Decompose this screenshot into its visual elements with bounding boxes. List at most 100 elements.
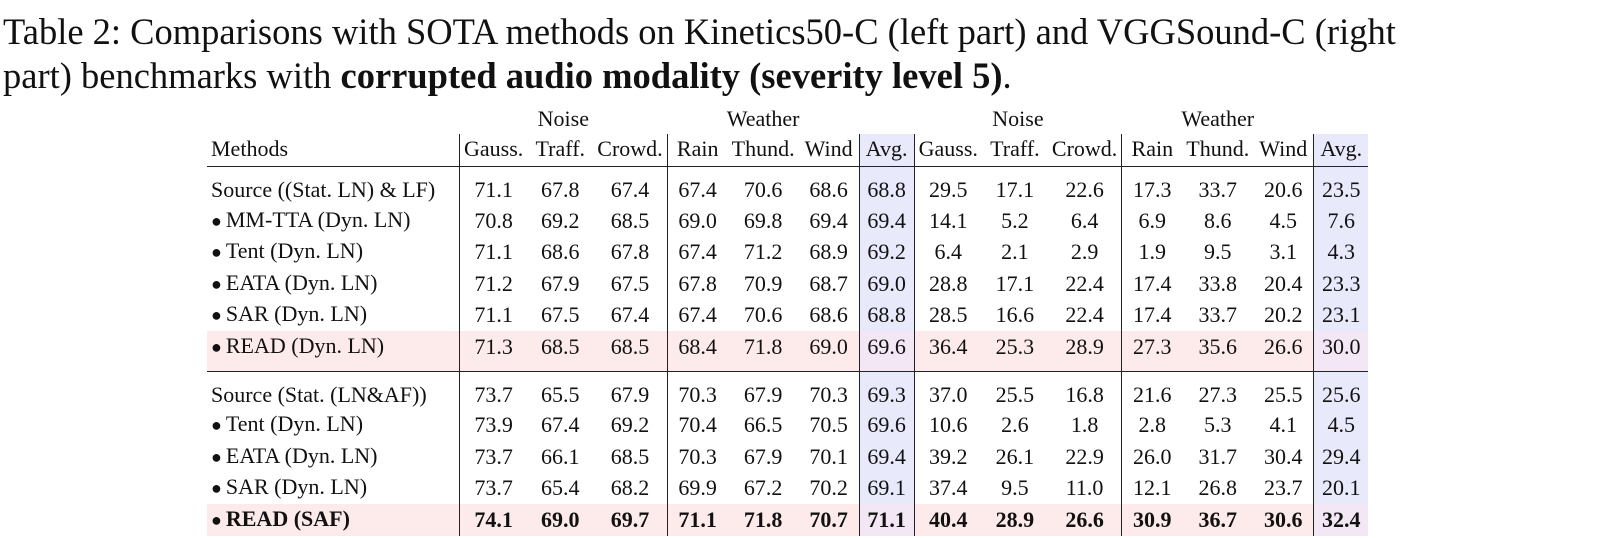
- vgg-value-cell: 17.1: [995, 270, 1035, 296]
- vgg-value-cell: 39.2: [913, 440, 982, 473]
- vgg-value-cell: 35.6: [1182, 330, 1254, 372]
- kinetics-value-cell: 68.5: [527, 330, 594, 372]
- kinetics-value-cell: 71.2: [459, 267, 528, 300]
- kinetics-value-cell: 69.0: [798, 330, 860, 372]
- vgg-value-cell: 40.4: [913, 503, 982, 536]
- kinetics-value-cell: 69.2: [610, 412, 650, 438]
- kinetics-value-cell: 68.6: [809, 177, 848, 202]
- kinetics-value-cell: 70.8: [459, 204, 528, 237]
- method-label: EATA (Dyn. LN): [225, 442, 378, 468]
- kinetics-value-cell: 70.4: [666, 409, 728, 441]
- vgg-value-cell: 26.8: [1198, 475, 1238, 501]
- kinetics-value-cell: 67.4: [666, 299, 728, 331]
- method-cell: ● SAR (Dyn. LN): [207, 299, 460, 331]
- kinetics-value-cell: 70.3: [666, 440, 728, 473]
- vgg-value-cell: 36.7: [1182, 503, 1254, 536]
- vgg-value-cell: 37.4: [913, 472, 982, 504]
- kinetics-value-cell: 71.8: [727, 503, 799, 536]
- method-label: Tent (Dyn. LN): [225, 411, 364, 437]
- kinetics-value-cell: 70.6: [743, 177, 783, 202]
- bullet-icon: ●: [211, 305, 222, 326]
- noise-header-left: Noise: [537, 106, 589, 131]
- vgg-value-cell: 22.9: [1065, 443, 1104, 469]
- kinetics-value-cell: 67.4: [610, 302, 650, 328]
- vgg-value-cell: 30.4: [1264, 443, 1303, 469]
- col-header-right-5: Wind: [1253, 134, 1314, 167]
- vgg-value-cell: 5.3: [1204, 412, 1232, 438]
- vgg-value-cell: 29.5: [913, 166, 982, 205]
- vgg-value-cell: 23.5: [1313, 166, 1369, 205]
- vgg-value-cell: 6.9: [1121, 204, 1183, 237]
- kinetics-value-cell: 73.7: [459, 371, 528, 410]
- kinetics-value-cell: 67.4: [666, 166, 728, 205]
- kinetics-value-cell: 69.0: [527, 503, 594, 536]
- kinetics-value-cell: 68.2: [610, 475, 650, 501]
- vgg-value-cell: 4.5: [1269, 207, 1298, 233]
- col-header-right-4: Thund.: [1182, 134, 1254, 167]
- col-header-left-2: Crowd.: [593, 134, 668, 167]
- kinetics-value-cell: 70.9: [743, 270, 783, 296]
- vgg-value-cell: 2.6: [1001, 412, 1029, 438]
- kinetics-value-cell: 69.1: [858, 472, 915, 504]
- vgg-value-cell: 27.3: [1121, 330, 1183, 372]
- table-caption: Table 2: Comparisons with SOTA methods o…: [3, 10, 1593, 98]
- bullet-icon: ●: [211, 478, 222, 499]
- vgg-value-cell: 36.4: [913, 330, 982, 372]
- vgg-value-cell: 9.5: [1001, 475, 1029, 501]
- vgg-value-cell: 7.6: [1313, 204, 1369, 237]
- col-header-left-6: Avg.: [858, 134, 915, 167]
- vgg-value-cell: 2.1: [1001, 239, 1029, 265]
- vgg-value-cell: 28.9: [1047, 330, 1122, 372]
- kinetics-value-cell: 67.5: [541, 302, 580, 328]
- kinetics-value-cell: 67.8: [610, 239, 650, 265]
- table-row: ● SAR (Dyn. LN) 73.7 65.4 68.2 69.9 67.2 70.2 69…: [207, 472, 1369, 504]
- col-header-left-3: Rain: [666, 134, 728, 167]
- kinetics-value-cell: 70.5: [809, 412, 848, 438]
- kinetics-value-cell: 67.9: [610, 381, 650, 407]
- kinetics-value-cell: 68.4: [666, 330, 728, 372]
- vgg-value-cell: 20.1: [1313, 472, 1369, 504]
- method-label: Tent (Dyn. LN): [225, 238, 364, 264]
- kinetics-value-cell: 70.7: [798, 503, 860, 536]
- vgg-value-cell: 30.9: [1121, 503, 1183, 536]
- vgg-value-cell: 26.6: [1253, 330, 1314, 372]
- kinetics-value-cell: 71.8: [727, 330, 799, 372]
- kinetics-value-cell: 67.4: [541, 412, 580, 438]
- vgg-value-cell: 32.4: [1313, 503, 1369, 536]
- vgg-value-cell: 10.6: [913, 409, 982, 441]
- kinetics-value-cell: 68.5: [610, 443, 650, 469]
- table-row: ● EATA (Dyn. LN) 71.2 67.9 67.5 67.8 70.9 68.7 6…: [207, 267, 1369, 300]
- table-row: ● MM-TTA (Dyn. LN) 70.8 69.2 68.5 69.0 69.8 69.…: [207, 204, 1369, 237]
- bullet-icon: ●: [211, 446, 222, 467]
- col-header-right-6: Avg.: [1313, 134, 1369, 167]
- results-table: Noise Weather Noise Weather Methods Gaus…: [207, 104, 1369, 536]
- kinetics-value-cell: 67.8: [541, 177, 580, 202]
- vgg-value-cell: 14.1: [913, 204, 982, 237]
- method-label: Source ((Stat. LN) & LF): [211, 177, 436, 202]
- vgg-value-cell: 17.1: [995, 177, 1035, 202]
- vgg-value-cell: 1.8: [1070, 412, 1099, 438]
- table-row: Source ((Stat. LN) & LF) 71.1 67.8 67.4 67.4…: [207, 166, 1369, 205]
- col-header-right-1: Traff.: [981, 134, 1048, 167]
- vgg-value-cell: 37.0: [913, 371, 982, 410]
- kinetics-value-cell: 68.5: [593, 330, 668, 372]
- kinetics-value-cell: 68.6: [809, 302, 848, 328]
- vgg-value-cell: 20.2: [1264, 302, 1303, 328]
- kinetics-value-cell: 67.9: [743, 443, 783, 469]
- vgg-value-cell: 20.4: [1264, 270, 1303, 296]
- bullet-icon: ●: [211, 242, 222, 263]
- vgg-value-cell: 1.9: [1121, 236, 1183, 268]
- method-cell: ● SAR (Dyn. LN): [207, 472, 460, 504]
- kinetics-value-cell: 71.1: [459, 166, 528, 205]
- caption-end: .: [1002, 55, 1012, 96]
- vgg-value-cell: 33.8: [1198, 270, 1238, 296]
- kinetics-value-cell: 68.5: [610, 207, 650, 233]
- kinetics-value-cell: 71.1: [459, 236, 528, 268]
- kinetics-value-cell: 67.2: [743, 475, 783, 501]
- table-row: ● Tent (Dyn. LN) 73.9 67.4 69.2 70.4 66.5 70.5 6…: [207, 409, 1369, 441]
- caption-line-1: Table 2: Comparisons with SOTA methods o…: [3, 11, 1396, 52]
- vgg-value-cell: 23.3: [1313, 267, 1369, 300]
- kinetics-value-cell: 69.8: [743, 207, 783, 233]
- noise-header-right: Noise: [992, 106, 1044, 131]
- kinetics-value-cell: 67.9: [541, 270, 580, 296]
